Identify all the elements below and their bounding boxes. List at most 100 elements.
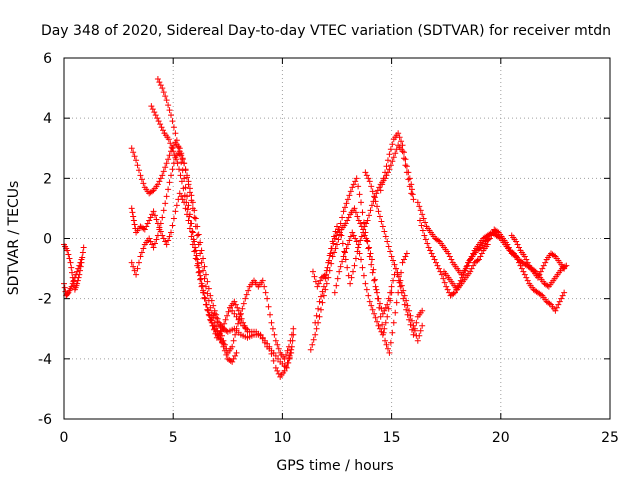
data-point [165,186,172,193]
data-point [407,321,414,328]
data-point [325,259,332,266]
x-tick-label: 0 [60,430,69,446]
data-point [450,290,457,297]
data-point [195,231,202,238]
data-point [386,166,393,173]
data-point [382,169,389,176]
data-point [200,289,207,296]
data-point [441,279,448,286]
data-point [431,256,438,263]
data-point [197,250,204,257]
data-point [178,193,185,200]
data-point [405,169,412,176]
data-point [467,268,474,275]
data-point [76,262,83,269]
data-point [310,336,317,343]
data-point [186,213,193,220]
data-point [242,295,249,302]
data-point [362,280,369,287]
data-point [275,355,282,362]
data-point [130,217,137,224]
data-point [71,274,78,281]
data-point [395,289,402,296]
data-point [238,315,245,322]
data-point [419,227,426,234]
data-point [517,262,524,269]
y-axis-label: SDTVAR / TECUs [6,181,22,296]
data-point [163,160,170,167]
data-point [334,241,340,248]
data-point [411,327,418,334]
data-point [68,283,75,290]
y-tick-labels: -6 -4 -2 0 2 4 6 [38,51,52,428]
data-point [168,144,175,151]
data-point [333,282,340,289]
y-tick-label: 6 [43,51,52,67]
data-point [229,358,236,365]
data-point [463,263,470,270]
data-point [163,97,170,104]
data-point [189,241,196,248]
data-point [366,244,373,251]
data-point [334,275,341,282]
data-point [399,259,406,266]
data-point [387,248,394,255]
data-point [407,312,414,319]
data-point [445,250,452,257]
data-point [319,299,326,306]
data-point [343,200,350,207]
data-point [514,241,521,248]
data-point [537,268,544,275]
data-point [383,163,390,170]
data-point [561,289,568,296]
data-point [475,256,482,263]
data-point [374,203,381,210]
data-point [271,331,278,338]
data-point [355,183,362,190]
data-point [329,253,336,260]
data-point [194,256,201,263]
data-point [268,350,275,357]
data-point [272,364,279,371]
data-point [309,268,316,275]
data-point [186,185,193,192]
data-point [316,313,323,320]
data-point [194,260,201,267]
data-point [65,251,72,258]
data-point [243,291,250,298]
data-point [376,300,383,307]
data-point [440,275,447,282]
data-point [369,306,376,313]
data-point [434,262,441,269]
data-point [245,287,252,294]
data-point [287,349,294,356]
data-point [131,221,138,228]
data-point [312,331,319,338]
data-point [218,328,225,335]
data-point [542,259,549,266]
data-point [160,127,167,134]
data-point [366,212,373,219]
data-point [131,153,138,160]
data-point [173,156,180,163]
data-point [417,207,424,214]
data-point [523,274,530,281]
data-point [516,244,522,251]
data-point [326,252,333,259]
data-point [138,249,145,256]
data-point [259,277,266,284]
data-point [261,337,268,344]
data-point [362,169,369,176]
data-point [396,134,403,141]
data-point [193,252,200,259]
data-point [556,298,563,305]
data-point [315,280,322,287]
data-point [328,245,335,252]
data-point [422,236,429,243]
data-point [187,220,194,227]
data-point [166,179,173,186]
data-point [346,192,353,199]
data-point [201,294,208,301]
data-point [168,112,175,119]
data-point [467,256,474,263]
